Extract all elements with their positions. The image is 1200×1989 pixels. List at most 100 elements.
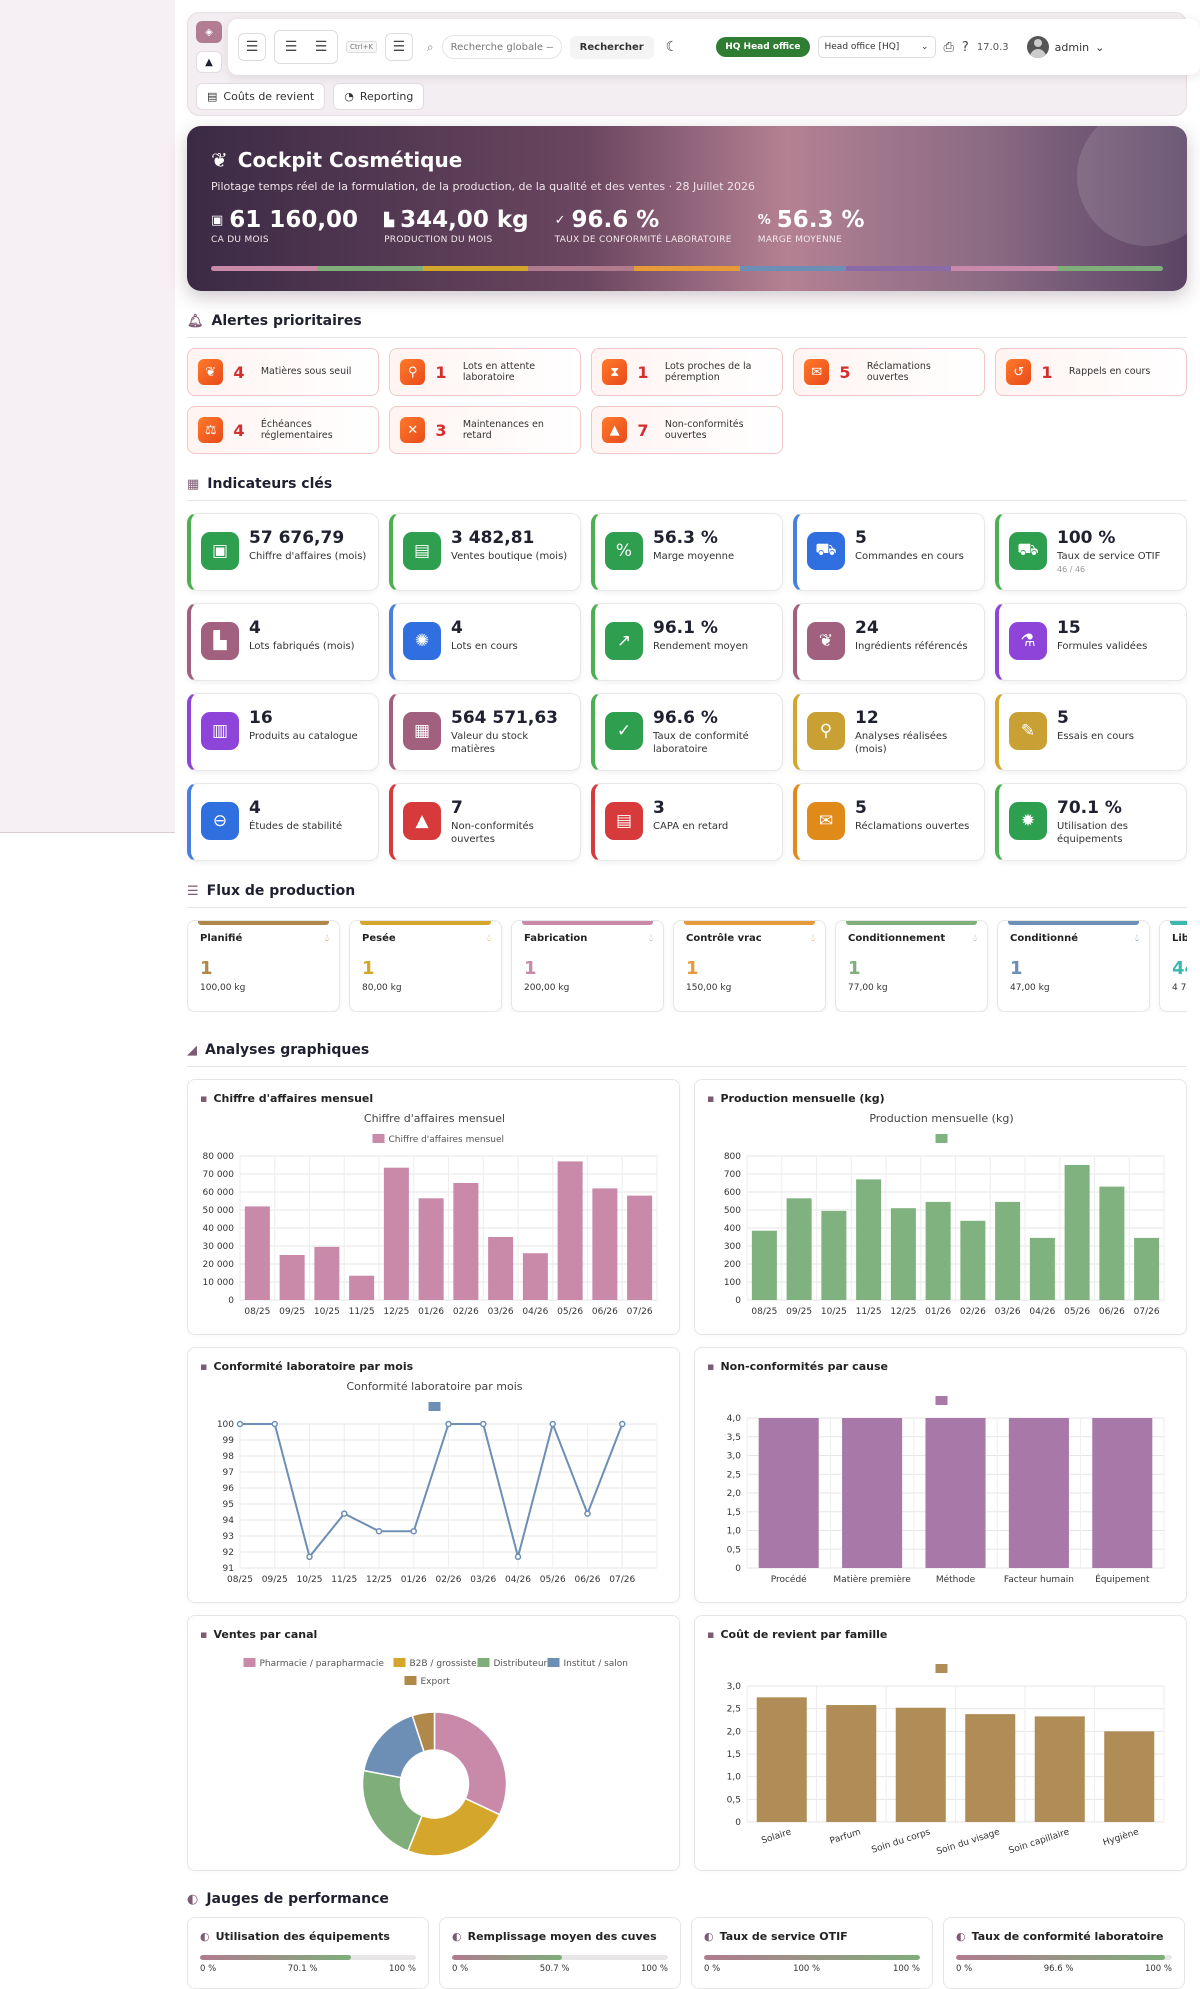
data-point[interactable] (619, 1420, 626, 1428)
data-point[interactable] (480, 1420, 487, 1428)
kpi-card[interactable]: ⊖ 4 Études de stabilité (187, 783, 379, 861)
bar[interactable] (627, 1195, 653, 1300)
bar[interactable] (279, 1255, 305, 1300)
list-view-button[interactable]: ☰ (277, 33, 305, 61)
kpi-card[interactable]: % 56.3 % Marge moyenne (591, 513, 783, 591)
alert-card[interactable]: ❦ 4 Matières sous seuil (187, 348, 379, 396)
pie-slice[interactable] (433, 1711, 508, 1816)
bar[interactable] (965, 1714, 1016, 1822)
kpi-card[interactable]: ✎ 5 Essais en cours (995, 693, 1187, 771)
kpi-card[interactable]: ⛟ 100 % Taux de service OTIF 46 / 46 (995, 513, 1187, 591)
data-point[interactable] (445, 1420, 452, 1428)
bar[interactable] (786, 1198, 812, 1300)
app-tab-icon[interactable]: ◈ (196, 21, 222, 43)
kpi-card[interactable]: ▦ 564 571,63 Valeur du stock matières (389, 693, 581, 771)
bar[interactable] (349, 1275, 375, 1300)
kpi-card[interactable]: ▤ 3 CAPA en retard (591, 783, 783, 861)
data-point[interactable] (375, 1527, 383, 1535)
kpi-card[interactable]: ▙ 4 Lots fabriqués (mois) (187, 603, 379, 681)
legend-label[interactable]: B2B / grossiste (410, 1659, 478, 1669)
bar[interactable] (826, 1705, 877, 1822)
bar[interactable] (1099, 1186, 1125, 1300)
pie-slice[interactable] (411, 1711, 436, 1753)
bar[interactable] (1034, 1716, 1085, 1822)
legend-label[interactable]: Export (421, 1677, 451, 1687)
bar[interactable] (1092, 1418, 1153, 1568)
flow-stage[interactable]: Conditionné 💧︎ 1 47,00 kg (997, 920, 1150, 1012)
print-icon[interactable]: ⎙ (943, 39, 954, 55)
data-point[interactable] (271, 1420, 278, 1428)
data-point[interactable] (306, 1553, 313, 1561)
kpi-card[interactable]: ✹ 70.1 % Utilisation des équipements (995, 783, 1187, 861)
bar[interactable] (995, 1201, 1021, 1300)
kpi-card[interactable]: ⛟ 5 Commandes en cours (793, 513, 985, 591)
kpi-card[interactable]: ▤ 3 482,81 Ventes boutique (mois) (389, 513, 581, 591)
tab-couts-de-revient[interactable]: ▤ Coûts de revient (196, 83, 326, 110)
flow-stage[interactable]: Pesée 💧︎ 1 80,00 kg (349, 920, 502, 1012)
legend-label[interactable]: Distributeur (494, 1659, 548, 1669)
data-point[interactable] (341, 1510, 348, 1517)
bar[interactable] (488, 1237, 514, 1300)
kpi-card[interactable]: ▥ 16 Produits au catalogue (187, 693, 379, 771)
apps-menu-button[interactable]: ☰ (384, 33, 413, 61)
pie-slice[interactable] (361, 1769, 423, 1852)
bar[interactable] (890, 1208, 916, 1300)
bar[interactable] (842, 1418, 903, 1568)
bar[interactable] (856, 1179, 882, 1300)
data-point[interactable] (236, 1420, 244, 1428)
user-menu[interactable]: admin ⌄ (1026, 36, 1104, 58)
bar[interactable] (751, 1230, 777, 1300)
global-search-input[interactable] (441, 35, 562, 59)
alert-card[interactable]: ⧗ 1 Lots proches de la péremption (591, 348, 783, 396)
bar[interactable] (314, 1246, 340, 1300)
alert-card[interactable]: ⚲ 1 Lots en attente laboratoire (389, 348, 581, 396)
alert-card[interactable]: ⚖ 4 Échéances réglementaires (187, 406, 379, 454)
office-select[interactable]: Head office [HQ] ⌄ (817, 36, 936, 58)
flow-stage[interactable]: Planifié 💧︎ 1 100,00 kg (187, 920, 340, 1012)
bar[interactable] (522, 1253, 548, 1300)
bar[interactable] (383, 1167, 409, 1300)
bar[interactable] (1064, 1165, 1090, 1300)
kpi-card[interactable]: ⚲ 12 Analyses réalisées (mois) (793, 693, 985, 771)
bar[interactable] (756, 1697, 807, 1822)
alert-card[interactable]: ✉ 5 Réclamations ouvertes (793, 348, 985, 396)
kpi-card[interactable]: ✺ 4 Lots en cours (389, 603, 581, 681)
kpi-card[interactable]: ↗ 96.1 % Rendement moyen (591, 603, 783, 681)
data-point[interactable] (549, 1420, 556, 1428)
help-icon[interactable]: ? (961, 39, 969, 55)
bar[interactable] (821, 1210, 847, 1300)
kpi-card[interactable]: ✓ 96.6 % Taux de conformité laboratoire (591, 693, 783, 771)
kpi-card[interactable]: ✉ 5 Réclamations ouvertes (793, 783, 985, 861)
hq-badge[interactable]: HQ Head office (716, 37, 810, 57)
bar[interactable] (925, 1201, 951, 1300)
bar[interactable] (1008, 1418, 1069, 1568)
bar[interactable] (557, 1161, 583, 1300)
search-button[interactable]: Rechercher (569, 35, 654, 59)
legend-label[interactable]: Institut / salon (564, 1659, 629, 1669)
flow-stage[interactable]: Libéré💧︎444 747,00 kg (1159, 920, 1187, 1012)
alert-card[interactable]: ✕ 3 Maintenances en retard (389, 406, 581, 454)
bar[interactable] (1134, 1237, 1160, 1300)
compact-view-button[interactable]: ☰ (307, 33, 335, 61)
pie-slice[interactable] (407, 1797, 501, 1857)
warning-tab-icon[interactable]: ▲ (196, 51, 222, 73)
kpi-card[interactable]: ❦ 24 Ingrédients référencés (793, 603, 985, 681)
legend-label[interactable]: Pharmacie / parapharmacie (260, 1659, 385, 1669)
kpi-card[interactable]: ⚗ 15 Formules validées (995, 603, 1187, 681)
tab-reporting[interactable]: ◔ Reporting (333, 83, 425, 110)
data-point[interactable] (514, 1553, 522, 1561)
bar[interactable] (960, 1220, 986, 1300)
data-point[interactable] (584, 1510, 591, 1517)
bar[interactable] (418, 1198, 444, 1300)
bar[interactable] (895, 1707, 946, 1822)
bar[interactable] (1104, 1731, 1155, 1822)
kpi-card[interactable]: ▲ 7 Non-conformités ouvertes (389, 783, 581, 861)
menu-toggle-button[interactable]: ☰ (238, 33, 266, 61)
data-point[interactable] (410, 1527, 417, 1535)
bar[interactable] (925, 1418, 986, 1568)
flow-stage[interactable]: Contrôle vrac 💧︎ 1 150,00 kg (673, 920, 826, 1012)
bar[interactable] (1029, 1237, 1055, 1300)
bar[interactable] (453, 1183, 479, 1300)
alert-card[interactable]: ▲ 7 Non-conformités ouvertes (591, 406, 783, 454)
flow-stage[interactable]: Conditionnement 💧︎ 1 77,00 kg (835, 920, 988, 1012)
